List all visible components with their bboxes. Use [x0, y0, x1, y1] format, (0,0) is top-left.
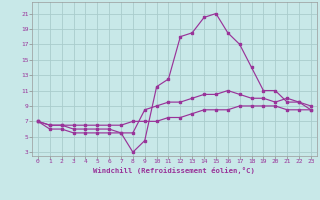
X-axis label: Windchill (Refroidissement éolien,°C): Windchill (Refroidissement éolien,°C)	[93, 167, 255, 174]
